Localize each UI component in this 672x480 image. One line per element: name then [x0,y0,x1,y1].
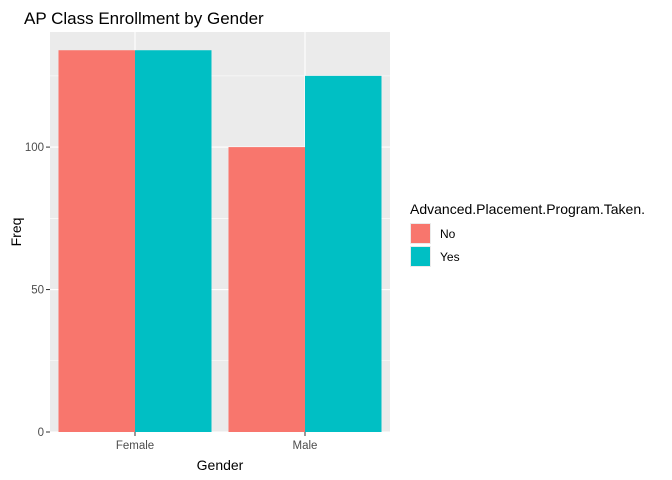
y-tick-label: 50 [31,285,44,297]
y-axis: 0 50 100 [25,142,50,439]
bar-female-yes [135,50,212,433]
chart-title: AP Class Enrollment by Gender [24,9,264,28]
legend-label-no: No [440,227,456,241]
bars [58,50,382,433]
legend: Advanced.Placement.Program.Taken. No Yes [410,201,645,267]
y-tick-label: 0 [38,427,44,439]
y-axis-title: Freq [8,218,24,247]
bar-male-no [228,147,305,432]
legend-swatch-no [411,224,430,243]
bar-male-yes [305,75,382,433]
x-axis: Female Male [116,432,318,452]
x-tick-label: Female [116,440,154,452]
legend-swatch-yes [411,247,430,266]
bar-female-no [58,50,135,433]
legend-title: Advanced.Placement.Program.Taken. [410,201,645,217]
y-tick-label: 100 [25,142,44,154]
x-axis-title: Gender [197,457,244,473]
x-tick-label: Male [293,440,318,452]
legend-label-yes: Yes [440,250,460,264]
